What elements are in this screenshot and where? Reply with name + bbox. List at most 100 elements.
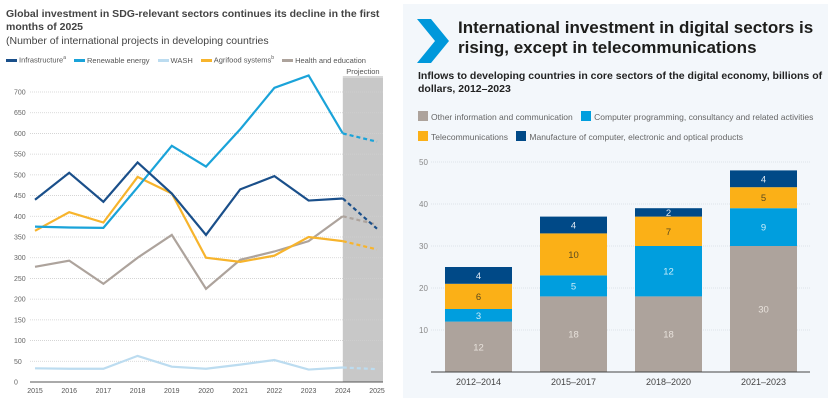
x-tick-label: 2017 — [96, 388, 112, 395]
bar-segment-telecommunications — [540, 233, 607, 276]
bar-segment-manufacture-of-computer-electronic-and-optical-products — [540, 216, 607, 234]
bar-segment-other-information-and-communication — [445, 321, 512, 372]
data-label: 18 — [568, 330, 579, 341]
right-chart-panel: International investment in digital sect… — [403, 4, 828, 398]
data-label: 10 — [568, 250, 579, 261]
legend-label: Computer programming, consultancy and re… — [594, 112, 814, 122]
x-tick-label: 2016 — [61, 388, 77, 395]
bar-segment-telecommunications — [445, 283, 512, 309]
right-chart-legend: Other information and communication Comp… — [418, 107, 823, 147]
legend-label: Telecommunications — [431, 132, 509, 142]
legend-label: Infrastructure — [19, 55, 64, 65]
legend-label: Renewable energy — [86, 55, 150, 65]
y-tick-label: 50 — [14, 359, 22, 366]
legend-item-health-and-education: Health and education — [282, 56, 366, 65]
data-label: 18 — [663, 330, 674, 341]
x-tick-label: 2020 — [198, 388, 214, 395]
x-tick-label: 2022 — [267, 388, 283, 395]
legend-item-computer-programming-consultancy-and-related-activities: Computer programming, consultancy and re… — [581, 111, 814, 122]
bar-segment-manufacture-of-computer-electronic-and-optical-products — [635, 208, 702, 217]
data-label: 30 — [758, 305, 769, 316]
y-tick-label: 200 — [14, 297, 26, 304]
series-line-agrifood-systems — [34, 175, 343, 263]
right-chart-subtitle: Inflows to developing countries in core … — [418, 70, 823, 95]
x-tick-label: 2025 — [369, 388, 385, 395]
projection-label: Projection — [346, 67, 379, 76]
legend-label: Other information and communication — [431, 112, 573, 122]
legend-swatch — [73, 59, 85, 62]
x-tick-label: 2021 — [232, 388, 248, 395]
x-tick-label: 2015–2017 — [551, 377, 596, 387]
legend-swatch — [418, 131, 428, 141]
x-tick-label: 2018 — [130, 388, 146, 395]
legend-item-renewable-energy: Renewable energy — [73, 55, 150, 65]
data-label: 4 — [761, 174, 766, 185]
legend-label: Manufacture of computer, electronic and … — [529, 132, 743, 142]
chevron-right-icon — [417, 19, 449, 63]
y-tick-label: 400 — [14, 214, 26, 221]
legend-footnote: a — [63, 55, 66, 61]
bar-segment-computer-programming-consultancy-and-related-activities — [445, 309, 512, 322]
projection-band — [342, 78, 383, 382]
series-line-renewable-energy — [34, 74, 344, 229]
bar-segment-telecommunications — [635, 216, 702, 246]
y-tick-label: 100 — [14, 338, 26, 345]
bar-segment-computer-programming-consultancy-and-related-activities — [635, 246, 702, 297]
bar-segment-other-information-and-communication — [730, 246, 797, 372]
y-tick-label: 500 — [14, 172, 26, 179]
series-line-wash — [34, 354, 343, 371]
x-tick-label: 2024 — [335, 388, 351, 395]
x-tick-label: 2012–2014 — [456, 377, 501, 387]
data-label: 12 — [663, 267, 674, 278]
bar-segment-other-information-and-communication — [540, 296, 607, 372]
y-tick-label: 250 — [14, 276, 26, 283]
legend-item-other-information-and-communication: Other information and communication — [418, 111, 573, 122]
series-line-infrastructure — [34, 160, 343, 237]
legend-swatch — [6, 59, 17, 62]
data-label: 4 — [571, 221, 576, 232]
x-tick-label: 2019 — [164, 388, 180, 395]
y-tick-label: 150 — [14, 317, 26, 324]
y-tick-label: 20 — [419, 284, 428, 293]
data-label: 5 — [761, 193, 766, 204]
y-tick-label: 600 — [14, 131, 26, 138]
y-tick-label: 0 — [14, 380, 18, 387]
y-tick-label: 650 — [14, 110, 26, 117]
y-tick-label: 40 — [419, 200, 428, 209]
legend-swatch — [157, 59, 169, 62]
data-label: 6 — [476, 292, 481, 303]
series-projection-infrastructure — [342, 197, 378, 230]
series-projection-agrifood-systems — [342, 240, 378, 251]
y-tick-label: 50 — [419, 158, 428, 167]
legend-swatch — [418, 111, 428, 121]
y-tick-label: 30 — [419, 242, 428, 251]
legend-item-manufacture-of-computer-electronic-and-optical-products: Manufacture of computer, electronic and … — [516, 131, 743, 142]
legend-label: Agrifood systems — [213, 55, 272, 65]
x-tick-label: 2015 — [27, 388, 43, 395]
bar-segment-telecommunications — [730, 187, 797, 209]
y-tick-label: 350 — [14, 235, 26, 242]
legend-item-telecommunications: Telecommunications — [418, 131, 509, 142]
data-label: 12 — [473, 342, 484, 353]
legend-swatch — [282, 59, 294, 62]
data-label: 7 — [666, 227, 671, 238]
y-tick-label: 550 — [14, 152, 26, 159]
legend-swatch — [516, 131, 527, 141]
bar-segment-other-information-and-communication — [635, 296, 702, 372]
series-projection-renewable-energy — [342, 132, 378, 143]
data-label: 4 — [476, 271, 481, 282]
y-tick-label: 10 — [419, 326, 428, 335]
data-label: 3 — [476, 311, 481, 322]
legend-item-wash: WASH — [157, 56, 193, 65]
bar-segment-computer-programming-consultancy-and-related-activities — [730, 208, 797, 246]
legend-label: Health and education — [295, 55, 366, 65]
legend-item-agrifood-systems: Agrifood systemsb — [200, 55, 274, 65]
series-projection-wash — [342, 366, 378, 371]
x-tick-label: 2023 — [301, 388, 317, 395]
data-label: 5 — [571, 281, 576, 292]
legend-swatch — [581, 111, 592, 121]
bar-segment-manufacture-of-computer-electronic-and-optical-products — [445, 267, 512, 284]
left-chart-legend: Infrastructurea Renewable energy WASH Agrif… — [6, 55, 374, 65]
stacked-bar-chart: 10 20 30 40 50 12 3 6 4 2012–2014 18 5 10 4 2015–2017 1… — [419, 158, 810, 387]
x-tick-label: 2018–2020 — [646, 377, 691, 387]
